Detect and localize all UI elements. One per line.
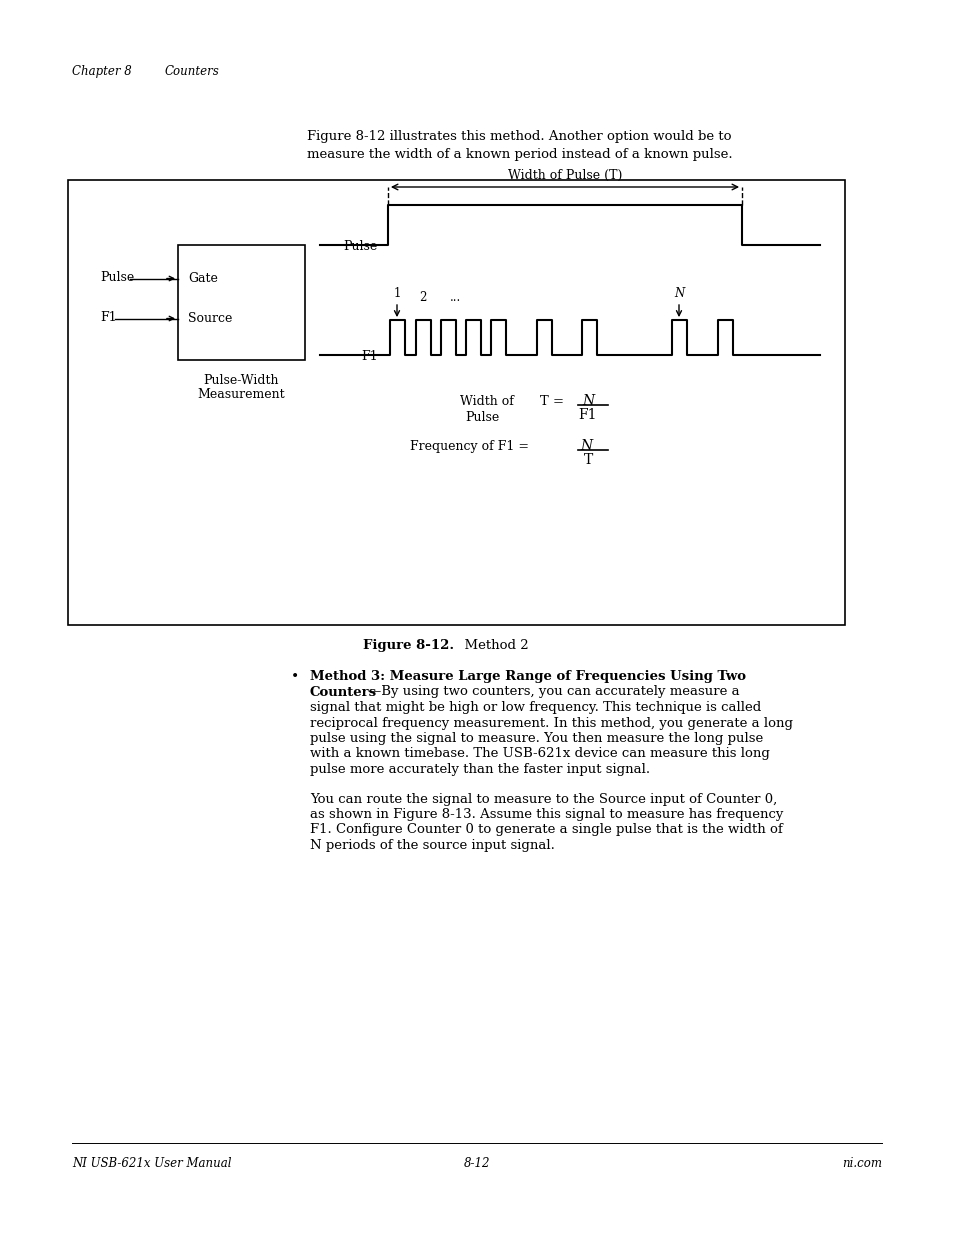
Text: Method 2: Method 2	[456, 638, 528, 652]
Text: Width of Pulse (T): Width of Pulse (T)	[507, 169, 621, 182]
Text: Counters: Counters	[165, 65, 219, 78]
Text: as shown in Figure 8-13. Assume this signal to measure has frequency: as shown in Figure 8-13. Assume this sig…	[310, 808, 782, 821]
Text: Method 3: Measure Large Range of Frequencies Using Two: Method 3: Measure Large Range of Frequen…	[310, 671, 745, 683]
Text: T: T	[583, 453, 593, 467]
Text: 1: 1	[393, 287, 400, 300]
Text: N periods of the source input signal.: N periods of the source input signal.	[310, 839, 555, 852]
Text: 8-12: 8-12	[463, 1157, 490, 1170]
Text: F1: F1	[578, 408, 596, 422]
Text: F1: F1	[361, 350, 377, 363]
Text: Gate: Gate	[188, 272, 217, 285]
Text: N: N	[581, 394, 594, 408]
Text: with a known timebase. The USB-621x device can measure this long: with a known timebase. The USB-621x devi…	[310, 747, 769, 761]
Text: Chapter 8: Chapter 8	[71, 65, 132, 78]
Text: pulse using the signal to measure. You then measure the long pulse: pulse using the signal to measure. You t…	[310, 732, 762, 745]
Text: reciprocal frequency measurement. In this method, you generate a long: reciprocal frequency measurement. In thi…	[310, 716, 792, 730]
Text: Counters: Counters	[310, 685, 376, 699]
Text: Pulse: Pulse	[100, 270, 134, 284]
Bar	[178, 245, 305, 359]
Text: NI USB-621x User Manual: NI USB-621x User Manual	[71, 1157, 232, 1170]
Text: Pulse: Pulse	[343, 240, 377, 253]
Text: N: N	[673, 287, 683, 300]
Text: F1: F1	[100, 311, 116, 324]
Text: signal that might be high or low frequency. This technique is called: signal that might be high or low frequen…	[310, 701, 760, 714]
Text: N: N	[579, 438, 592, 453]
Text: Frequency of F1 =: Frequency of F1 =	[410, 440, 533, 453]
Text: T =: T =	[539, 395, 568, 408]
Text: •: •	[291, 671, 299, 684]
Text: Figure 8-12.: Figure 8-12.	[362, 638, 454, 652]
Bar	[68, 180, 844, 625]
Text: pulse more accurately than the faster input signal.: pulse more accurately than the faster in…	[310, 763, 649, 776]
Text: Source: Source	[188, 312, 233, 325]
Text: measure the width of a known period instead of a known pulse.: measure the width of a known period inst…	[307, 148, 732, 161]
Text: Pulse-Width: Pulse-Width	[204, 374, 279, 387]
Text: You can route the signal to measure to the Source input of Counter 0,: You can route the signal to measure to t…	[310, 793, 777, 805]
Text: Width of: Width of	[459, 395, 514, 408]
Text: Pulse: Pulse	[464, 411, 498, 424]
Text: 2: 2	[419, 291, 426, 304]
Text: ni.com: ni.com	[841, 1157, 882, 1170]
Text: Measurement: Measurement	[197, 388, 285, 401]
Text: F1. Configure Counter 0 to generate a single pulse that is the width of: F1. Configure Counter 0 to generate a si…	[310, 824, 781, 836]
Text: —By using two counters, you can accurately measure a: —By using two counters, you can accurate…	[368, 685, 739, 699]
Text: Figure 8-12 illustrates this method. Another option would be to: Figure 8-12 illustrates this method. Ano…	[307, 130, 731, 143]
Text: ...: ...	[450, 291, 461, 304]
